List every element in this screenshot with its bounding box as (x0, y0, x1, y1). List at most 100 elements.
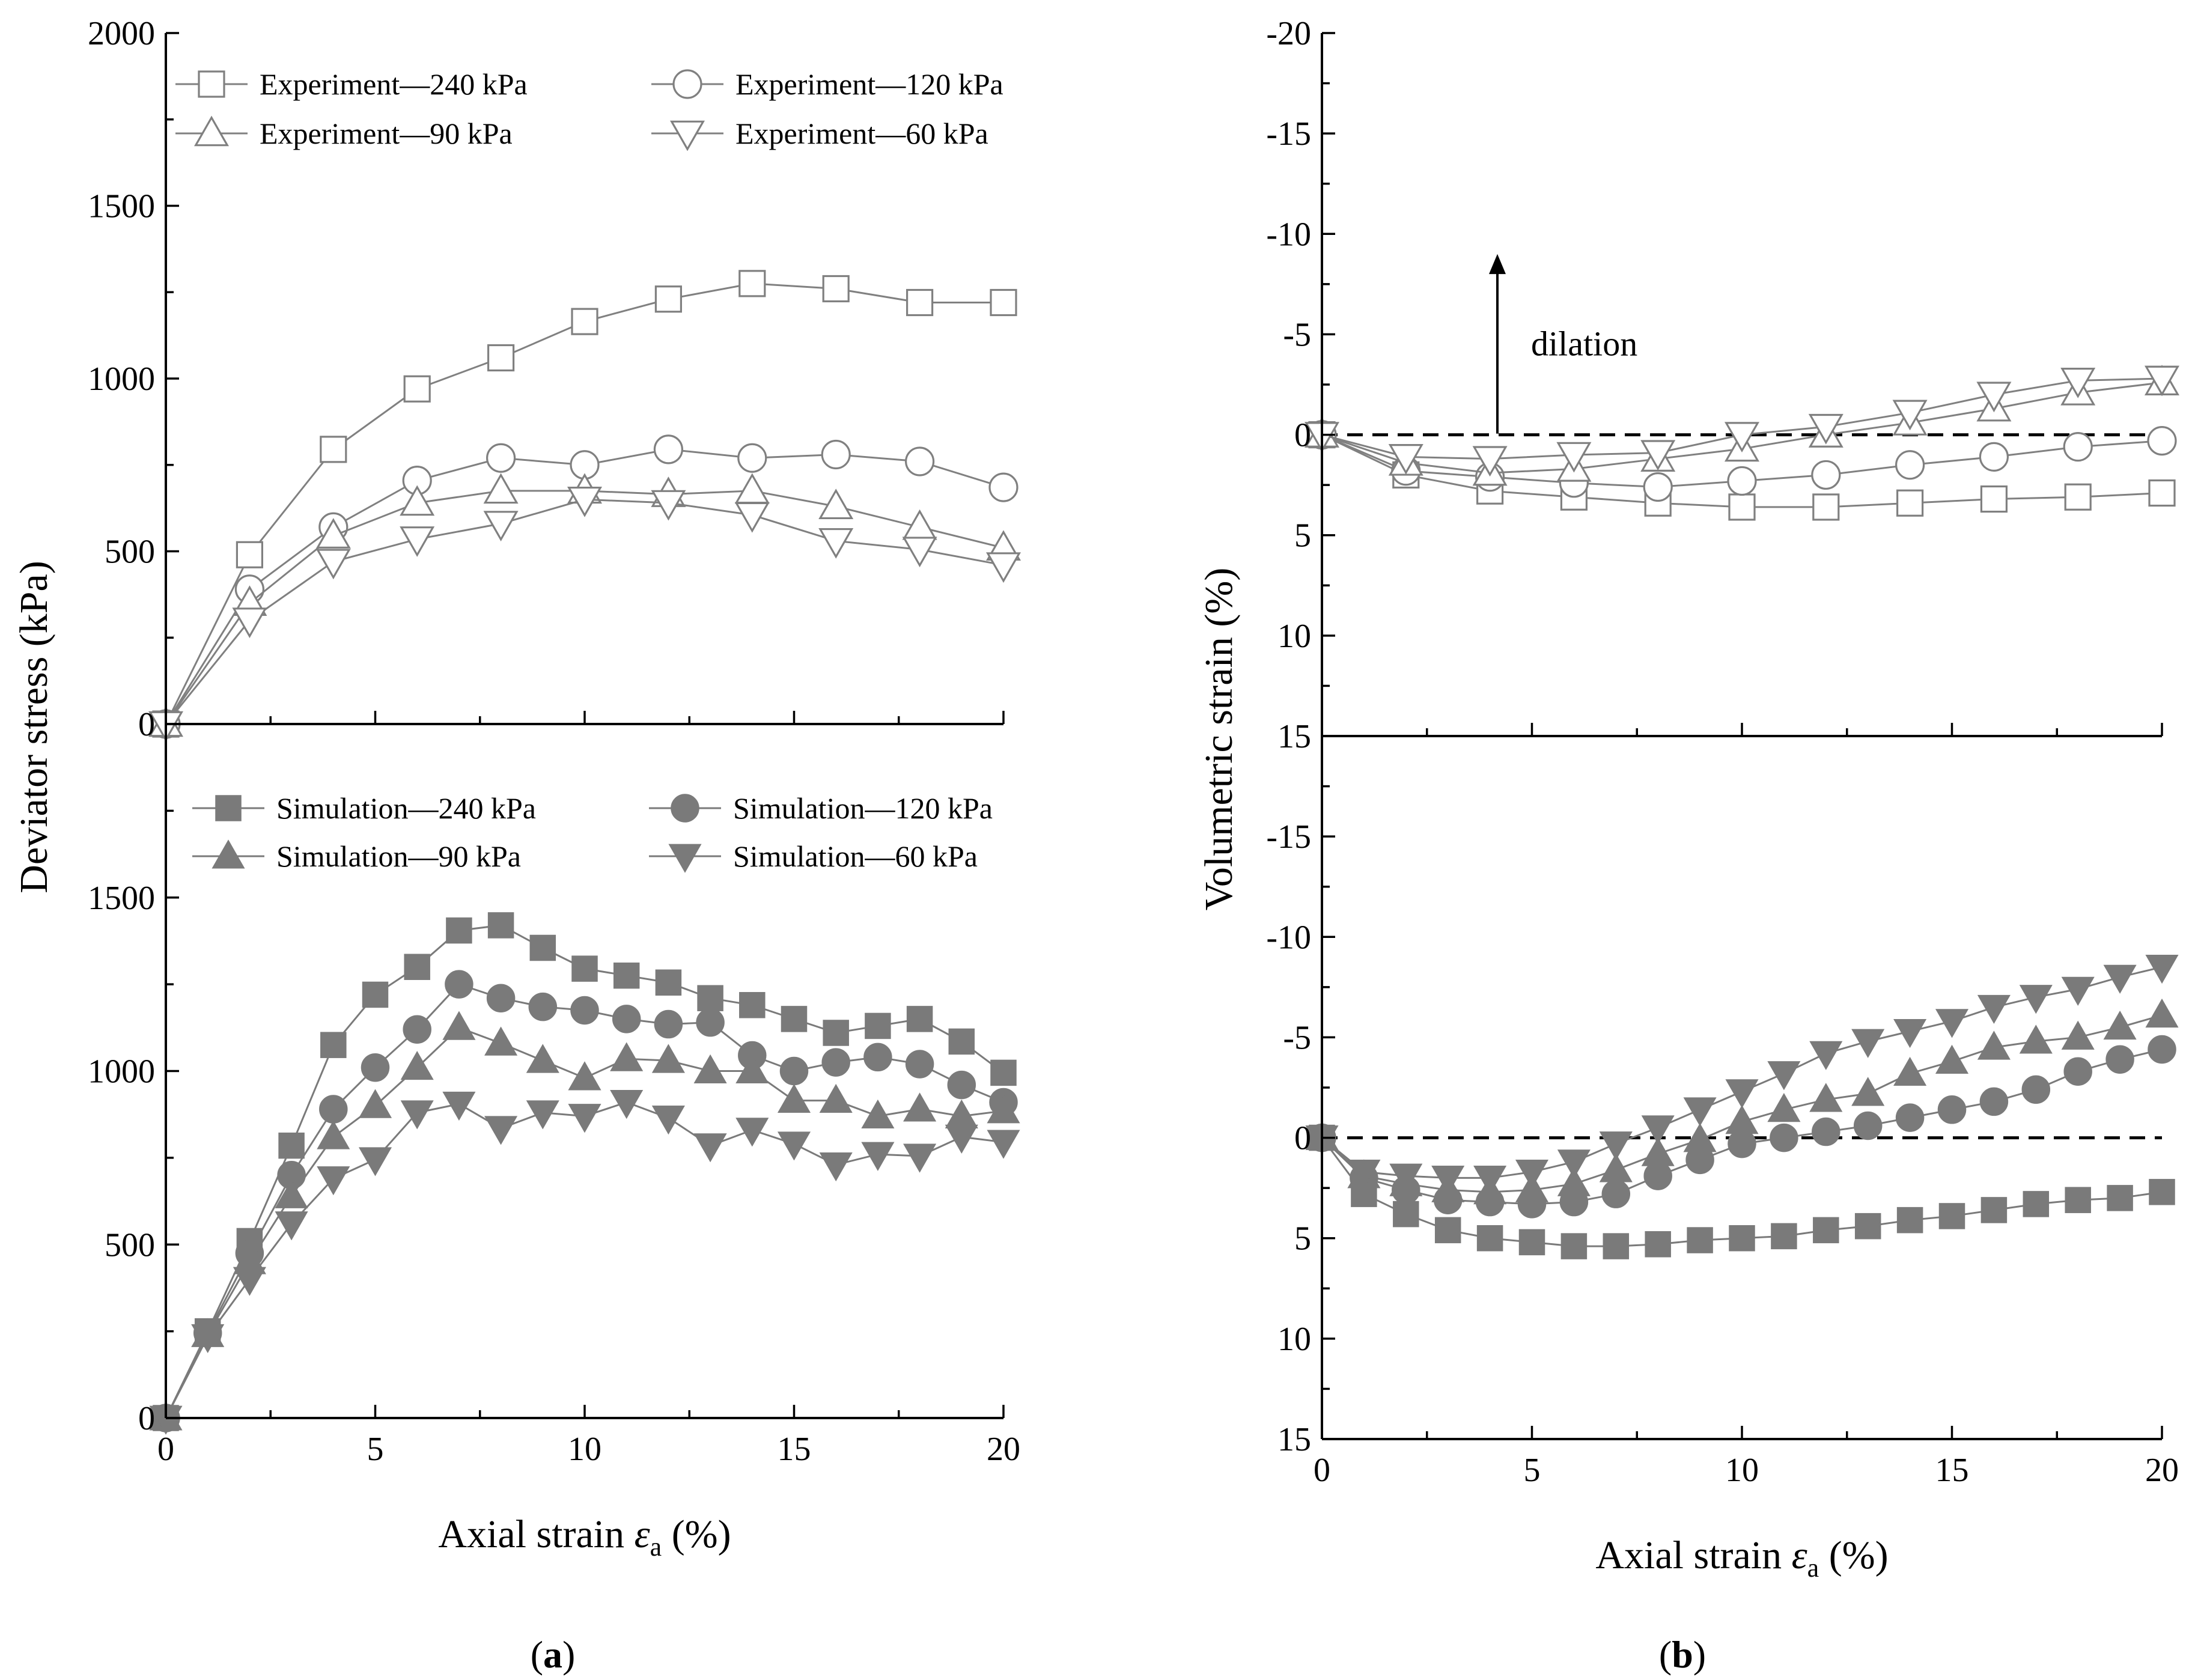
data-point (1893, 1056, 1927, 1086)
data-point (1347, 1159, 1381, 1189)
data-point (403, 375, 431, 403)
data-point (2063, 432, 2093, 462)
y-tick-label: 0 (138, 706, 155, 743)
legend-marker (668, 844, 702, 873)
data-point (1896, 1207, 1923, 1234)
data-point (904, 446, 935, 476)
data-point (1725, 1105, 1759, 1134)
legend-marker (671, 794, 699, 823)
data-point (1560, 1233, 1588, 1259)
data-point (1476, 1225, 1503, 1252)
data-point (819, 1152, 853, 1182)
legend-marker (198, 70, 225, 98)
data-point (529, 934, 556, 961)
dilation-arrow-head (1489, 254, 1506, 275)
data-point (570, 996, 599, 1025)
data-point (2148, 1035, 2176, 1064)
data-point (903, 1143, 937, 1173)
data-point (1641, 1115, 1675, 1145)
data-point (1557, 1167, 1591, 1196)
data-point (1895, 1103, 1925, 1132)
data-point (2023, 1191, 2050, 1217)
data-point (319, 1095, 348, 1124)
data-point (358, 1089, 392, 1118)
data-point (985, 552, 1021, 583)
data-point (651, 490, 686, 521)
data-point (1729, 1225, 1755, 1252)
x-tick-label: 5 (367, 1431, 384, 1468)
data-point (403, 1015, 431, 1044)
legend-label: Experiment—60 kPa (735, 117, 988, 150)
panel-a-paren-open: ( (531, 1633, 543, 1676)
data-point (735, 1054, 769, 1083)
data-point (1724, 422, 1760, 453)
data-point (486, 443, 516, 473)
data-point (948, 1028, 975, 1055)
data-point (275, 1179, 308, 1208)
chart-b_bottom: 0 5 10 15 20 -15 -10 -5 0 5 10 15 (1266, 735, 2179, 1489)
data-point (526, 1044, 559, 1073)
x-tick-label: 0 (157, 1431, 174, 1468)
data-point (568, 1061, 601, 1091)
data-point (1935, 1044, 1969, 1074)
data-point (1896, 489, 1924, 517)
data-point (1976, 382, 2012, 413)
data-point (442, 1011, 476, 1040)
y-tick-label: 500 (105, 534, 155, 571)
legend-label: Experiment—240 kPa (260, 67, 528, 101)
y-tick-label: 5 (1294, 1220, 1311, 1258)
data-point (2107, 1185, 2133, 1211)
series-3 (149, 1090, 1020, 1435)
data-point (777, 1083, 811, 1113)
data-point (987, 1130, 1020, 1159)
y-tick-label: 10 (1277, 1321, 1311, 1358)
data-point (400, 526, 435, 557)
data-point (2061, 976, 2095, 1006)
data-point (1557, 1149, 1591, 1179)
data-point (2149, 1179, 2175, 1205)
data-point (988, 472, 1018, 502)
data-point (781, 1006, 808, 1032)
legend-a_bottom: Simulation—240 kPa Simulation—120 kPa Simu… (192, 791, 993, 873)
data-point (738, 270, 766, 297)
data-point (275, 1211, 308, 1241)
y-tick-label: 1500 (88, 188, 155, 225)
data-point (1979, 442, 2009, 472)
panel-a-label: (a) (531, 1633, 576, 1676)
y-tick-label: -20 (1266, 15, 1311, 52)
y-tick-label: -10 (1266, 919, 1311, 956)
legend-label: Experiment—120 kPa (735, 67, 1003, 101)
x-tick-label: 15 (1935, 1452, 1969, 1489)
data-point (819, 1083, 853, 1113)
data-point (947, 1070, 976, 1100)
data-point (1645, 1231, 1671, 1258)
data-point (567, 486, 603, 517)
data-point (693, 1054, 727, 1083)
data-point (1601, 1179, 1631, 1208)
data-point (358, 1147, 392, 1176)
y-tick-label: 15 (1277, 718, 1311, 755)
data-point (697, 985, 723, 1011)
data-point (945, 1124, 978, 1154)
legend-marker (672, 69, 702, 99)
y-tick-label: 1500 (88, 880, 155, 917)
data-point (1556, 442, 1592, 473)
y-tick-label: 10 (1277, 618, 1311, 655)
panel-b-letter: b (1672, 1633, 1693, 1676)
x-tick-label: 20 (987, 1431, 1020, 1468)
chart-b_top: -20 -15 -10 -5 0 5 10 15 dilation (1266, 15, 2180, 755)
data-point (2103, 964, 2137, 994)
panel-b-paren-open: ( (1659, 1633, 1672, 1676)
y-tick-label: 0 (1294, 1120, 1311, 1157)
legend-a_top: Experiment—240 kPa Experiment—120 kPa Expe… (175, 67, 1003, 151)
y-tick-label: 15 (1277, 1421, 1311, 1458)
data-point (2103, 1010, 2137, 1040)
data-point (361, 1053, 390, 1082)
data-point (1599, 1131, 1633, 1161)
data-point (735, 1118, 769, 1147)
y-tick-label: 0 (1294, 417, 1311, 454)
data-point (317, 1166, 350, 1196)
data-point (1977, 994, 2011, 1024)
